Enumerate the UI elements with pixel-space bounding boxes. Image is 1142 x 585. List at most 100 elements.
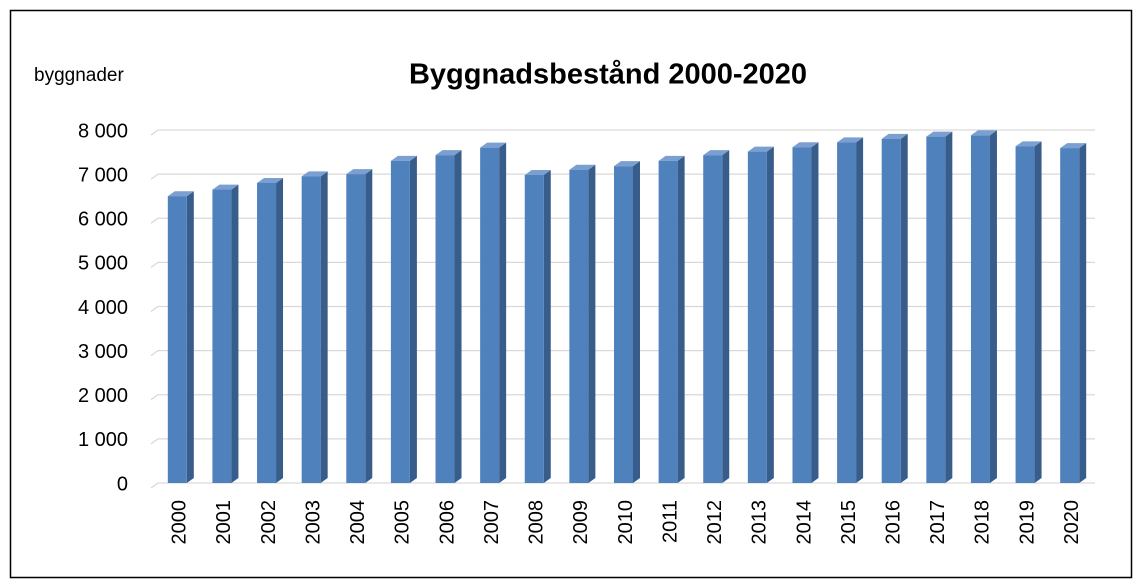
- grid-line: [150, 217, 1095, 224]
- bar-side: [231, 184, 239, 483]
- bar-top: [390, 155, 417, 161]
- bar-top: [747, 146, 774, 152]
- bar-top: [881, 133, 908, 139]
- bar: [970, 135, 990, 484]
- bar-side: [1034, 141, 1042, 484]
- x-tick-label: 2011: [659, 500, 681, 543]
- bar-top: [480, 142, 507, 148]
- grid-line: [150, 129, 1095, 136]
- bar: [614, 166, 633, 483]
- bar-side: [856, 137, 864, 484]
- x-tick-label: 2005: [392, 500, 414, 545]
- bar: [212, 189, 232, 483]
- grid-line: [150, 305, 1095, 313]
- bar: [569, 169, 589, 483]
- bar-side: [945, 131, 953, 483]
- x-tick-label: 2015: [838, 500, 860, 545]
- y-tick-label: 1 000: [78, 429, 128, 451]
- bar-side: [320, 171, 328, 484]
- bar-top: [569, 164, 596, 170]
- bar-side: [276, 177, 284, 483]
- bar: [837, 142, 857, 484]
- y-tick-label: 2 000: [78, 385, 128, 407]
- bar-side: [722, 150, 730, 483]
- y-tick-label: 6 000: [78, 209, 128, 231]
- bar-side: [633, 161, 640, 483]
- x-tick-label: 2020: [1061, 500, 1083, 545]
- bar: [257, 182, 277, 483]
- bar: [747, 151, 767, 483]
- bar-side: [588, 164, 596, 483]
- bar-side: [811, 142, 819, 484]
- x-tick-label: 2000: [169, 500, 191, 545]
- bar-top: [792, 142, 819, 148]
- bar-top: [524, 170, 551, 176]
- bar-side: [900, 133, 908, 483]
- bar: [346, 174, 366, 483]
- bar: [1015, 146, 1035, 484]
- bar: [792, 147, 812, 484]
- bar: [480, 147, 500, 483]
- y-tick-label: 0: [117, 473, 128, 495]
- bar: [435, 155, 455, 483]
- bar: [658, 160, 678, 483]
- x-tick-label: 2007: [481, 500, 503, 545]
- grid-line: [150, 261, 1095, 268]
- bar-top: [658, 155, 685, 161]
- x-tick-label: 2006: [436, 500, 458, 545]
- bar: [703, 155, 723, 483]
- bar: [301, 176, 321, 484]
- bar-top: [703, 150, 730, 156]
- y-tick-label: 8 000: [78, 120, 128, 142]
- bar: [390, 160, 410, 483]
- bar: [926, 136, 946, 483]
- x-tick-label: 2010: [615, 500, 637, 545]
- x-tick-label: 2001: [213, 500, 235, 545]
- bar-top: [257, 177, 284, 183]
- bar: [524, 175, 544, 483]
- bar-side: [186, 191, 194, 483]
- y-tick-label: 4 000: [78, 297, 128, 319]
- y-axis-label: byggnader: [34, 65, 124, 86]
- grid-line: [150, 173, 1095, 180]
- bar-top: [970, 130, 997, 136]
- bar-top: [301, 171, 328, 177]
- grid-line: [150, 349, 1095, 357]
- grid-line: [150, 482, 1095, 489]
- x-tick-label: 2014: [793, 500, 815, 545]
- x-tick-label: 2002: [258, 500, 280, 545]
- bar-side: [365, 169, 373, 483]
- bar: [1060, 148, 1080, 483]
- bar-top: [1060, 143, 1087, 149]
- bar-top: [167, 191, 194, 197]
- bar-side: [543, 170, 551, 483]
- bar-top: [926, 131, 953, 137]
- x-tick-label: 2004: [347, 500, 369, 545]
- x-tick-label: 2017: [927, 500, 949, 545]
- chart-title: Byggnadsbestånd 2000-2020: [409, 59, 807, 91]
- bar-side: [499, 142, 507, 483]
- y-tick-label: 7 000: [78, 164, 128, 186]
- x-tick-label: 2003: [302, 500, 324, 545]
- y-tick-label: 5 000: [78, 253, 128, 275]
- bar-side: [677, 155, 685, 483]
- x-tick-label: 2019: [1016, 500, 1038, 545]
- bar-top: [1015, 141, 1042, 147]
- bar-side: [454, 150, 462, 483]
- bar: [167, 196, 187, 483]
- y-tick-label: 3 000: [78, 341, 128, 363]
- bar-side: [766, 146, 774, 483]
- bar-top: [837, 137, 864, 143]
- x-tick-label: 2008: [526, 500, 548, 545]
- x-tick-label: 2013: [749, 500, 771, 545]
- bar-top: [346, 169, 373, 175]
- bar-side: [989, 130, 997, 484]
- bar-top: [212, 184, 239, 190]
- bar: [881, 138, 901, 483]
- bar-top: [435, 150, 462, 156]
- grid-line: [150, 394, 1095, 401]
- x-tick-label: 2009: [570, 500, 592, 545]
- grid-line: [150, 438, 1095, 445]
- x-tick-label: 2018: [972, 500, 994, 545]
